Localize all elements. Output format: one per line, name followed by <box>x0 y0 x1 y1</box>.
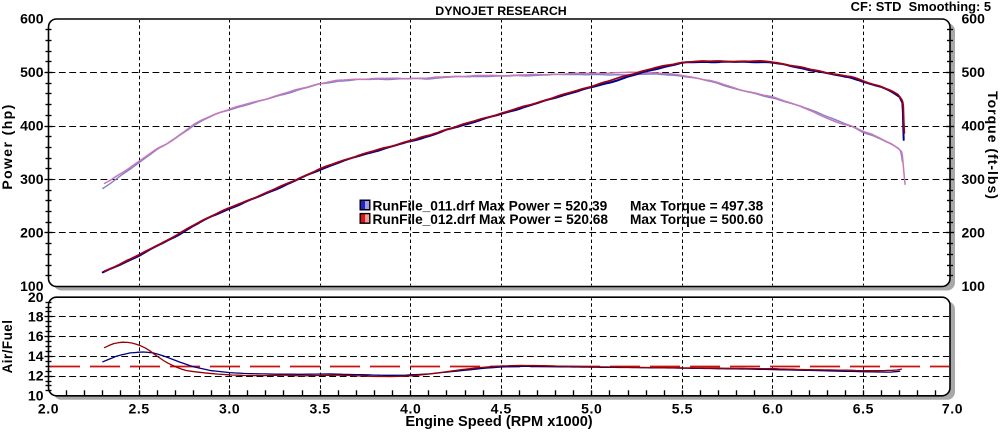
svg-text:6.0: 6.0 <box>762 400 783 416</box>
svg-text:2.0: 2.0 <box>38 400 59 416</box>
svg-text:5.0: 5.0 <box>581 400 602 416</box>
svg-text:200: 200 <box>20 225 44 241</box>
svg-text:14: 14 <box>28 348 44 364</box>
svg-text:CF: STD Smoothing: 5: CF: STD Smoothing: 5 <box>851 0 991 14</box>
svg-text:Power (hp): Power (hp) <box>0 103 15 189</box>
svg-text:Max Torque = 497.38: Max Torque = 497.38 <box>630 199 764 214</box>
svg-text:12: 12 <box>28 368 44 384</box>
svg-text:100: 100 <box>962 278 986 294</box>
svg-text:400: 400 <box>20 118 44 134</box>
svg-text:20: 20 <box>28 289 44 305</box>
svg-text:3.5: 3.5 <box>309 400 330 416</box>
svg-text:RunFile_011.drf Max Power = 52: RunFile_011.drf Max Power = 520.39 <box>373 199 608 214</box>
svg-text:Torque (ft-lbs): Torque (ft-lbs) <box>985 91 1001 200</box>
svg-text:Engine Speed (RPM x1000): Engine Speed (RPM x1000) <box>405 414 592 429</box>
svg-text:DYNOJET RESEARCH: DYNOJET RESEARCH <box>435 4 567 18</box>
svg-text:6.5: 6.5 <box>853 400 874 416</box>
svg-text:600: 600 <box>20 11 44 27</box>
svg-text:400: 400 <box>962 118 986 134</box>
svg-text:Air/Fuel: Air/Fuel <box>0 320 15 374</box>
svg-text:18: 18 <box>28 309 44 325</box>
svg-text:500: 500 <box>20 64 44 80</box>
svg-text:16: 16 <box>28 328 44 344</box>
svg-text:300: 300 <box>962 171 986 187</box>
svg-text:200: 200 <box>962 225 986 241</box>
svg-text:500: 500 <box>962 64 986 80</box>
svg-text:300: 300 <box>20 171 44 187</box>
svg-text:10: 10 <box>28 387 44 403</box>
svg-text:100: 100 <box>20 278 44 294</box>
svg-text:600: 600 <box>962 11 986 27</box>
svg-text:Max Torque = 500.60: Max Torque = 500.60 <box>630 212 764 227</box>
svg-text:2.5: 2.5 <box>128 400 149 416</box>
svg-text:3.0: 3.0 <box>219 400 240 416</box>
svg-text:5.5: 5.5 <box>672 400 693 416</box>
svg-text:4.0: 4.0 <box>400 400 421 416</box>
svg-text:4.5: 4.5 <box>491 400 512 416</box>
svg-text:RunFile_012.drf Max Power = 52: RunFile_012.drf Max Power = 520.68 <box>373 212 609 227</box>
svg-text:7.0: 7.0 <box>942 400 963 416</box>
